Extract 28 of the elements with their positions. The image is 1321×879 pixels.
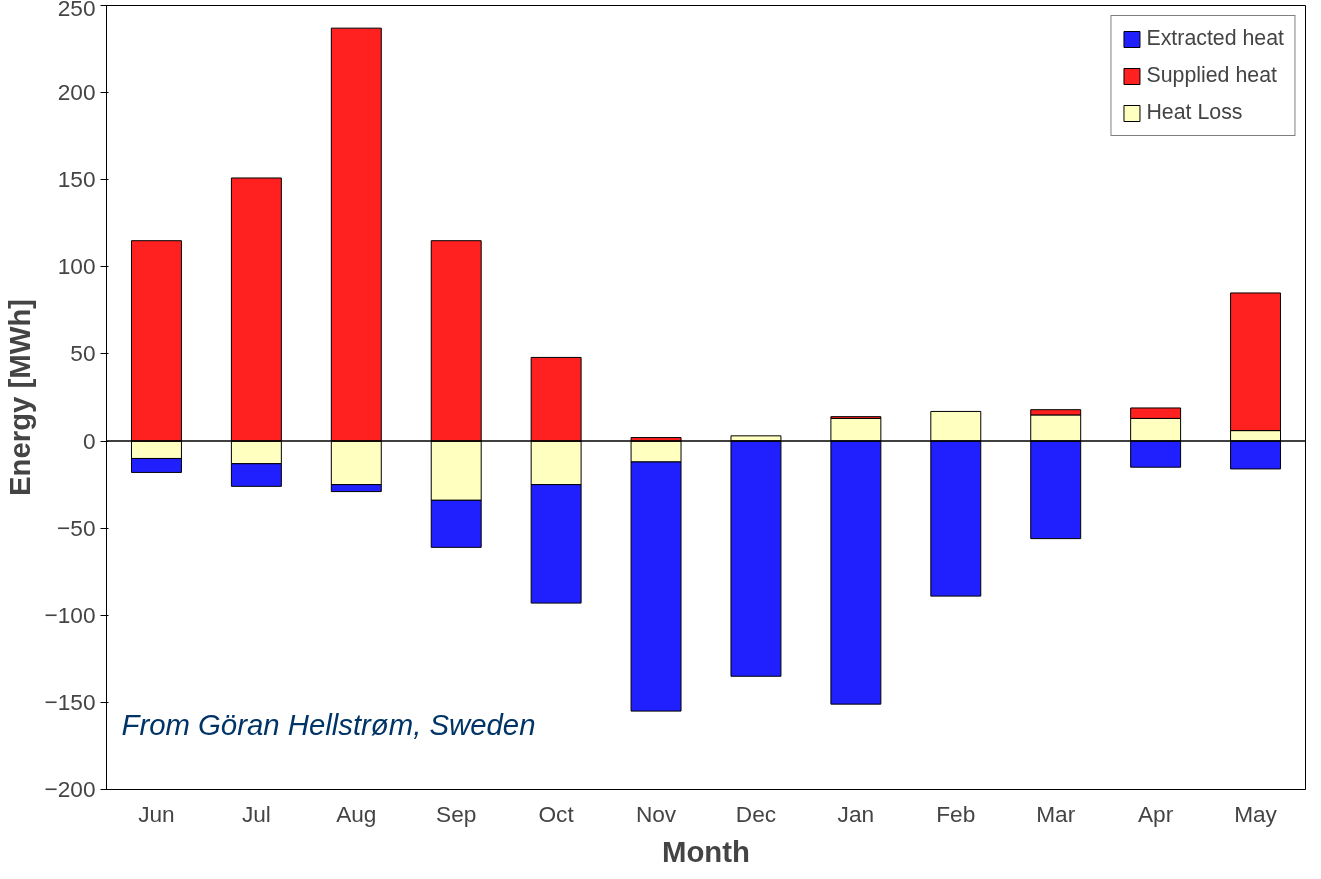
x-tick-label: May (1234, 800, 1278, 827)
legend-label: Heat Loss (1146, 100, 1243, 125)
x-axis-title: Month (662, 834, 750, 868)
legend-label: Supplied heat (1146, 63, 1277, 88)
x-tick-label: Jun (138, 800, 175, 827)
x-tick-label: Jan (837, 800, 875, 827)
annotation: From Göran Hellstrøm, Sweden (121, 707, 536, 741)
y-tick-label: 200 (57, 79, 96, 106)
y-axis-title: Energy [MWh] (3, 298, 37, 497)
y-tick-label: 100 (57, 253, 96, 280)
y-tick-label: −150 (44, 688, 96, 715)
x-tick-label: Jul (241, 800, 271, 827)
x-tick-label: Oct (538, 800, 575, 827)
x-tick-label: Dec (735, 800, 777, 827)
y-tick-label: 0 (82, 427, 96, 454)
x-tick-label: Mar (1036, 800, 1076, 827)
y-tick-label: 150 (57, 166, 96, 193)
x-tick-label: Aug (336, 800, 377, 827)
x-tick-label: Nov (635, 800, 677, 827)
x-tick-label: Apr (1138, 800, 1174, 827)
legend-label: Extracted heat (1146, 26, 1284, 51)
x-tick-label: Feb (936, 800, 976, 827)
x-tick-label: Sep (436, 800, 477, 827)
y-tick-label: −50 (57, 514, 96, 541)
y-tick-label: −100 (44, 601, 96, 628)
y-tick-label: 50 (70, 340, 96, 367)
y-tick-label: 250 (57, 0, 96, 21)
y-tick-label: −200 (44, 776, 96, 802)
